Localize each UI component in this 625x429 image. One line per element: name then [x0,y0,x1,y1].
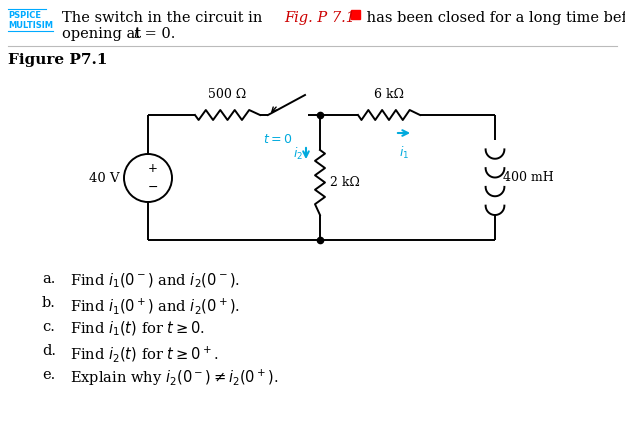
Text: opening at: opening at [62,27,146,41]
Text: −: − [148,181,158,193]
Text: Find $i_1(t)$ for $t \geq 0$.: Find $i_1(t)$ for $t \geq 0$. [70,320,205,338]
Text: Explain why $i_2(0^-) \neq i_2(0^+)$.: Explain why $i_2(0^-) \neq i_2(0^+)$. [70,368,278,388]
Text: Fig. P 7.1: Fig. P 7.1 [284,11,355,25]
Bar [351,10,360,19]
Text: b.: b. [42,296,56,310]
Text: a.: a. [42,272,56,286]
Text: = 0.: = 0. [140,27,176,41]
Text: d.: d. [42,344,56,358]
Text: The switch in the circuit in: The switch in the circuit in [62,11,267,25]
Text: 400 mH: 400 mH [503,171,554,184]
Text: c.: c. [42,320,55,334]
Text: +: + [148,163,158,175]
Text: 40 V: 40 V [89,172,120,184]
Text: 6 kΩ: 6 kΩ [374,88,404,101]
Text: Find $i_1(0^-)$ and $i_2(0^-)$.: Find $i_1(0^-)$ and $i_2(0^-)$. [70,272,240,290]
Text: Find $i_2(t)$ for $t \geq 0^+$.: Find $i_2(t)$ for $t \geq 0^+$. [70,344,218,364]
Text: PSPICE: PSPICE [8,11,41,20]
Text: $i_2$: $i_2$ [293,145,303,162]
Text: t: t [133,27,139,41]
Text: $i_1$: $i_1$ [399,145,409,161]
Text: has been closed for a long time before: has been closed for a long time before [362,11,625,25]
Text: Figure P7.1: Figure P7.1 [8,53,107,67]
Text: $t = 0$: $t = 0$ [263,133,292,146]
Text: 2 kΩ: 2 kΩ [330,176,360,189]
Text: Find $i_1(0^+)$ and $i_2(0^+)$.: Find $i_1(0^+)$ and $i_2(0^+)$. [70,296,240,316]
Text: MULTISIM: MULTISIM [8,21,53,30]
Text: 500 Ω: 500 Ω [208,88,247,101]
Text: e.: e. [42,368,55,382]
